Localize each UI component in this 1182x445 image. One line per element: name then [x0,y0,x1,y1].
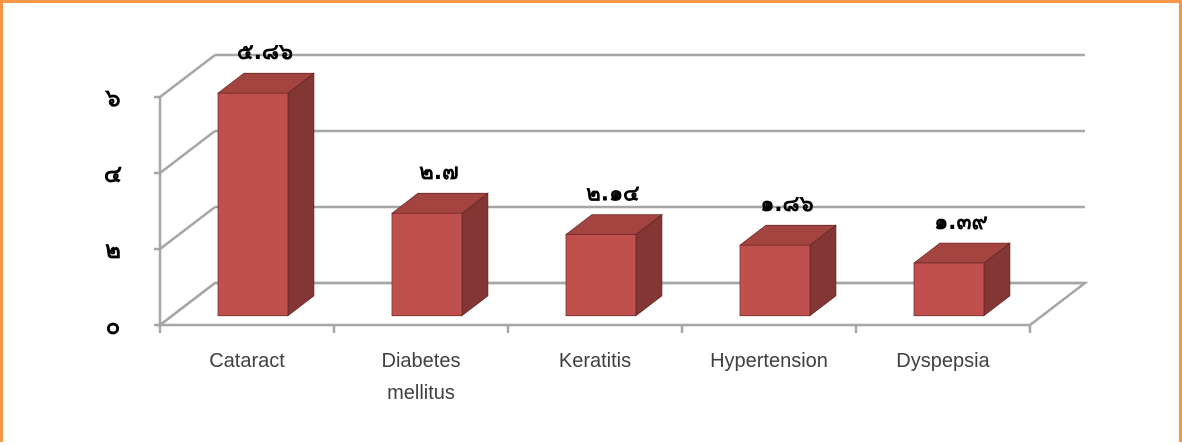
grid-line-side [159,54,216,98]
grid-line-side [159,206,216,250]
value-label: ๑.๘๖ [760,192,813,217]
bar [217,92,289,317]
y-tick-label: ๖ [104,84,120,112]
bar [565,234,637,317]
bar [391,212,463,317]
grid-line-side [159,282,216,326]
value-label: ๒.๗ [419,160,458,185]
chart: ๐ ๒ ๔ ๖ ๕.๘๖๒.๗๒.๑๔ ๑.๘๖๑.๓๙ [104,40,1089,340]
x-tick-label: Cataract [209,350,285,372]
grid-line-side [159,130,216,174]
value-label: ๕.๘๖ [237,40,293,65]
value-label: ๒.๑๔ [586,182,640,207]
value-label: ๑.๓๙ [934,210,987,235]
x-tick-label: Hypertension [710,350,828,372]
x-tick-label: Dyspepsia [896,350,990,372]
bar-side [287,72,315,317]
y-tick-label: ๐ [106,312,121,340]
bar [739,244,811,317]
y-tick-label: ๔ [104,160,122,188]
x-tick-label: Diabetes mellitus [381,350,461,404]
y-tick-label: ๒ [105,236,121,264]
x-tick-label: Keratitis [558,350,632,372]
bar [913,262,985,317]
bar-side [461,192,489,317]
